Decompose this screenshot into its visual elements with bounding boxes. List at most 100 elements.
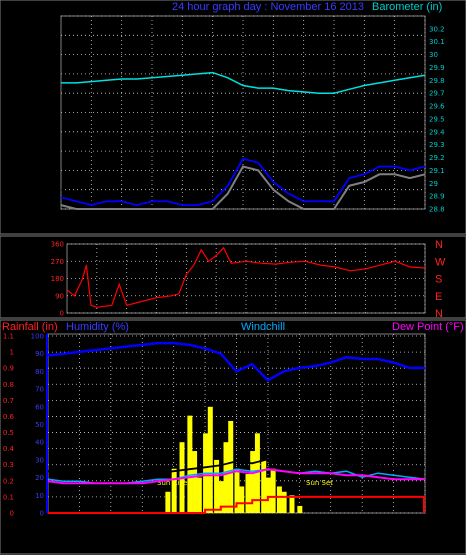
humidity-label: Humidity (%) <box>66 321 129 333</box>
humidity-y-tick: 90 <box>35 350 44 358</box>
compass-label: W <box>435 256 446 268</box>
solar-bar <box>165 491 171 513</box>
temp-y-tick: 90 <box>433 360 442 368</box>
wind-direction-line <box>66 246 426 308</box>
solar-bar <box>234 468 240 513</box>
solar-bar <box>297 505 303 513</box>
solar-bar <box>187 415 193 513</box>
solar-bar <box>239 486 245 513</box>
rain-y-tick: 0.8 <box>3 381 14 389</box>
wind-x-tick: 8 AM <box>174 214 192 222</box>
wind-y-tick: 30 <box>48 90 57 98</box>
temperature-label: Temperature (°F) <box>312 321 395 333</box>
barometer-y-tick: 30.2 <box>429 25 445 33</box>
windchill-label: Windchill <box>241 321 285 333</box>
rainfall-line <box>48 495 425 514</box>
temp-x-tick: 8 PM <box>354 522 371 530</box>
temp-y-tick: 70 <box>433 400 442 408</box>
wind-y-tick: 20 <box>48 128 57 136</box>
solar-bar <box>214 459 220 513</box>
wind-y-tick: 40 <box>48 51 57 59</box>
solar-bar <box>250 451 256 513</box>
rain-y-tick: 0.1 <box>3 493 14 501</box>
rain-y-tick: 0.4 <box>3 445 15 453</box>
humidity-line <box>47 341 425 382</box>
wind-x-tick: 12 PM <box>232 214 253 222</box>
rain-y-tick: 0.9 <box>3 365 14 373</box>
temp-y-tick: 100 <box>433 340 446 348</box>
rain-y-tick: 0.5 <box>3 429 14 437</box>
solar-bar <box>223 442 229 513</box>
direction-y-tick: 180 <box>51 275 64 283</box>
solar-bar <box>261 459 267 513</box>
solar-bar <box>218 481 224 513</box>
humidity-y-tick: 60 <box>35 403 44 411</box>
barometer-y-tick: 29.5 <box>429 115 445 123</box>
compass-label: S <box>435 274 442 286</box>
barometer-y-tick: 29.9 <box>429 64 445 72</box>
wind-x-tick: 2 PM <box>265 214 282 222</box>
compass-label: N <box>435 239 443 251</box>
solar-bar <box>270 468 276 513</box>
solar-bar <box>276 486 282 513</box>
direction-y-tick: 90 <box>55 292 64 300</box>
rain-y-tick: 0.2 <box>3 477 14 485</box>
rain-y-tick: 0 <box>10 510 14 518</box>
temp-x-tick: 10 PM <box>383 522 404 530</box>
rain-y-tick: 0.6 <box>3 413 15 421</box>
wind-x-tick: 0 AM <box>416 214 434 222</box>
rainfall-label: Rainfall (in) <box>2 321 58 333</box>
temp-x-tick: 4 PM <box>291 522 308 530</box>
solar-bar <box>171 468 177 513</box>
solar-bar <box>281 491 287 513</box>
wind-x-tick: 10 AM <box>202 214 224 222</box>
humidity-y-tick: 0 <box>40 510 44 518</box>
humidity-y-tick: 80 <box>35 368 44 376</box>
wind-x-tick: 6 PM <box>326 214 343 222</box>
sunset-label: Sun Set <box>306 479 333 487</box>
direction-y-tick: 270 <box>51 258 64 266</box>
solar-bar <box>192 451 198 513</box>
rain-y-tick: 1 <box>10 349 14 357</box>
humidity-y-tick: 50 <box>35 421 44 429</box>
barometer-y-tick: 29.3 <box>429 141 445 149</box>
dewpoint-label: Dew Point (°F) <box>392 321 464 333</box>
chart-marks: 0510152025303540455028.828.92929.129.229… <box>3 13 447 531</box>
solar-bar <box>228 420 234 513</box>
temp-y-tick: 20 <box>433 500 442 508</box>
direction-y-tick: 0 <box>60 310 64 318</box>
temp-x-tick: 6 AM <box>133 522 151 530</box>
barometer-y-tick: 29.1 <box>429 167 445 175</box>
temp-y-tick: 40 <box>433 460 442 468</box>
compass-label: N <box>435 308 443 320</box>
barometer-y-tick: 30 <box>429 51 438 59</box>
wind-gust-line <box>60 130 426 203</box>
temp-y-tick: 30 <box>433 480 442 488</box>
wind-x-tick: 6 AM <box>143 214 161 222</box>
direction-plot-area <box>66 243 426 314</box>
wind-y-tick: 15 <box>48 148 57 156</box>
temp-x-tick: 0 AM <box>416 522 434 530</box>
solar-bar <box>207 406 213 513</box>
wind-x-tick: 4 PM <box>295 214 312 222</box>
wind-y-tick: 50 <box>48 13 57 21</box>
barometer-y-tick: 28.9 <box>429 193 445 201</box>
temp-x-tick: 4 AM <box>102 522 120 530</box>
barometer-y-tick: 29.7 <box>429 90 445 98</box>
wind-y-tick: 10 <box>48 167 57 175</box>
humidity-y-tick: 40 <box>35 439 44 447</box>
temp-x-tick: 2 AM <box>71 522 89 530</box>
barometer-y-tick: 29.6 <box>429 103 445 111</box>
humidity-y-tick: 100 <box>31 333 44 341</box>
wind-y-tick: 35 <box>48 70 57 78</box>
solar-bar <box>196 477 202 513</box>
direction-panel <box>0 235 466 319</box>
barometer-y-tick: 28.8 <box>429 206 445 214</box>
dewpoint-line <box>47 468 425 485</box>
rain-y-tick: 1.1 <box>3 333 14 341</box>
barometer-y-tick: 29.4 <box>429 128 445 136</box>
humidity-y-tick: 70 <box>35 386 44 394</box>
wind-x-tick: 2 AM <box>83 214 101 222</box>
rain-y-tick: 0.7 <box>3 397 14 405</box>
